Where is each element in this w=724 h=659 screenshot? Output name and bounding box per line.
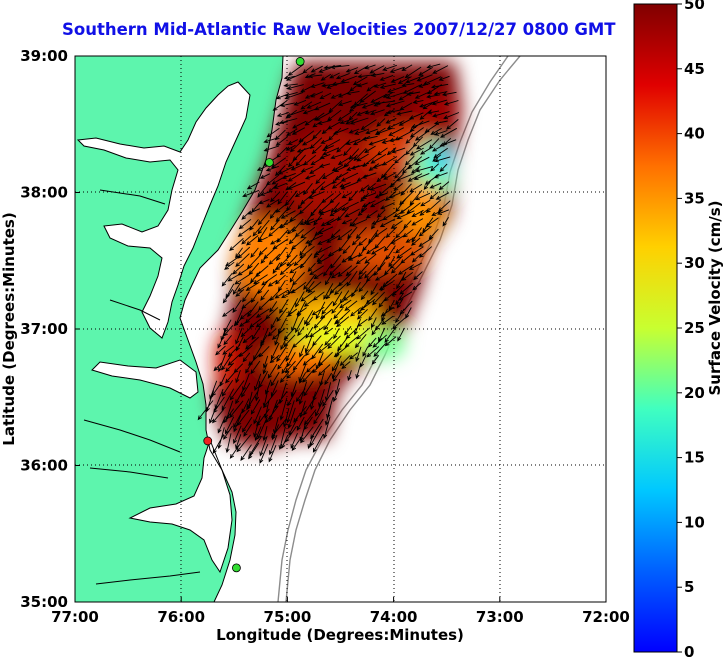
tidal-river-south <box>91 359 199 399</box>
colorbar-tick-label: 40 <box>684 125 705 143</box>
radar-station-marker <box>264 158 274 167</box>
radar-station-marker <box>203 436 213 446</box>
chart-title: Southern Mid-Atlantic Raw Velocities 200… <box>62 20 616 39</box>
y-tick-label: 35:00 <box>20 593 68 611</box>
coastline <box>179 56 284 602</box>
y-tick-label: 39:00 <box>20 47 68 65</box>
colorbar-tick-label: 15 <box>684 449 705 467</box>
x-axis-ticks: 77:00 76:00 75:00 74:00 73:00 72:00 <box>51 597 630 626</box>
x-tick-label: 75:00 <box>264 608 312 626</box>
colorbar-label: Surface Velocity (cm/s) <box>706 200 724 395</box>
colorbar-tick-label: 50 <box>684 0 705 13</box>
colorbar-tick-label: 25 <box>684 319 705 337</box>
x-axis-label: Longitude (Degrees:Minutes) <box>216 626 464 644</box>
colorbar-tick-label: 45 <box>684 60 705 78</box>
y-axis-label: Latitude (Degrees:Minutes) <box>0 212 18 445</box>
y-axis-ticks: 39:00 38:00 37:00 36:00 35:00 <box>20 47 80 611</box>
x-tick-label: 76:00 <box>157 608 205 626</box>
velocity-arrows <box>197 63 460 464</box>
radar-stations <box>203 57 305 573</box>
colorbar-tick-label: 10 <box>684 513 705 531</box>
colorbar-tick-label: 0 <box>684 643 694 659</box>
y-tick-label: 38:00 <box>20 184 68 202</box>
colorbar-tick-label: 5 <box>684 578 694 596</box>
colorbar-tick-label: 20 <box>684 384 705 402</box>
radar-station-marker <box>295 57 305 66</box>
x-tick-label: 77:00 <box>51 608 99 626</box>
colorbar-tick-label: 35 <box>684 189 705 207</box>
y-tick-label: 37:00 <box>20 320 68 338</box>
x-tick-label: 72:00 <box>582 608 630 626</box>
colorbar-tick-label: 30 <box>684 254 705 272</box>
pamlico-sound <box>128 438 233 574</box>
radar-station-marker <box>232 563 241 573</box>
grid-lines <box>75 56 606 602</box>
chesapeake-bay <box>76 81 251 339</box>
x-tick-label: 74:00 <box>370 608 418 626</box>
river-inlets <box>83 189 201 585</box>
y-tick-label: 36:00 <box>20 457 68 475</box>
velocity-vectors <box>197 63 460 464</box>
colorbar <box>633 3 678 653</box>
x-tick-label: 73:00 <box>476 608 524 626</box>
